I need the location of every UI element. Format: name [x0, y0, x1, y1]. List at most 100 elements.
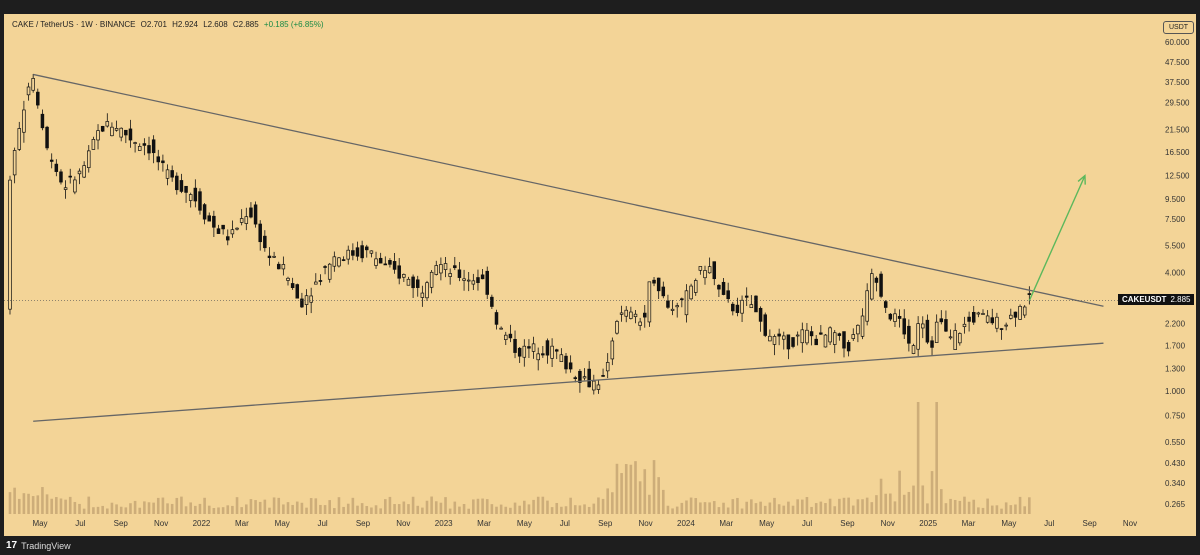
currency-badge[interactable]: USDT: [1163, 21, 1195, 34]
volume-bar: [365, 505, 369, 514]
candle-body: [893, 313, 897, 322]
tradingview-logo[interactable]: 17 TradingView: [6, 540, 71, 551]
volume-bar: [416, 505, 420, 514]
candle-body: [902, 318, 906, 335]
candle-body: [531, 343, 536, 352]
trendline[interactable]: [33, 73, 1104, 307]
price-label-ticker: CAKEUSDT: [1122, 295, 1167, 304]
volume-bar: [842, 497, 846, 514]
volume-bar: [870, 502, 874, 514]
candle-body: [842, 331, 846, 349]
volume-bar: [768, 502, 772, 514]
candle-body: [290, 283, 295, 288]
volume-bar: [342, 506, 345, 514]
volume-bar: [249, 499, 253, 514]
candle-body: [1027, 293, 1032, 295]
volume-bar: [662, 489, 665, 514]
candle-body: [883, 301, 888, 308]
candle-body: [1004, 324, 1008, 327]
candle-body: [434, 265, 439, 275]
candle-body: [981, 313, 985, 315]
volume-bar: [124, 507, 128, 514]
candle-body: [675, 305, 679, 308]
candle-body: [365, 246, 369, 251]
open-value: O2.701: [140, 20, 167, 29]
candle-body: [596, 384, 601, 390]
candle-body: [402, 274, 406, 278]
volume-bar: [805, 497, 809, 514]
candle-body: [508, 333, 513, 339]
volume-bar: [458, 506, 461, 514]
volume-bar: [346, 503, 350, 514]
candle-body: [374, 258, 378, 266]
candle-body: [545, 340, 550, 356]
price-label-value: 2.885: [1170, 295, 1191, 304]
volume-bar: [689, 497, 693, 514]
volume-bar: [777, 504, 781, 514]
candle-body: [494, 312, 499, 325]
candle-body: [717, 284, 721, 290]
volume-bar: [990, 505, 994, 514]
candle-body: [874, 277, 879, 283]
volume-bar: [8, 492, 12, 514]
x-tick-label: May: [517, 519, 532, 528]
volume-bar: [977, 507, 980, 514]
volume-bar: [254, 500, 257, 514]
volume-bar: [967, 501, 971, 514]
candle-body: [77, 170, 82, 175]
y-tick-label: 0.750: [1165, 411, 1186, 420]
volume-bar: [657, 477, 660, 514]
price-chart[interactable]: 60.000 47.500 37.500 29.500 21.500 16.500 12.5…: [4, 14, 1196, 536]
y-tick-label: 1.000: [1165, 387, 1186, 396]
volume-bar: [847, 497, 850, 514]
volume-bar: [180, 496, 183, 514]
volume-bar: [240, 507, 243, 514]
candle-body: [504, 334, 508, 340]
candle-body: [193, 187, 198, 202]
close-value: C2.885: [232, 20, 259, 29]
volume-bar: [1028, 497, 1031, 514]
y-tick-label: 5.500: [1165, 242, 1186, 251]
chart-canvas[interactable]: 60.000 47.500 37.500 29.500 21.500 16.500 12.5…: [4, 14, 1196, 536]
volume-bar: [611, 492, 614, 514]
candle-body: [967, 316, 971, 322]
candle-body: [351, 250, 355, 256]
volume-bar: [495, 506, 498, 514]
volume-bar: [940, 489, 943, 514]
trendline[interactable]: [33, 342, 1104, 422]
candle-body: [151, 139, 156, 154]
candle-body: [202, 204, 207, 220]
x-tick-label: Nov: [396, 519, 410, 528]
y-tick-label: 9.500: [1165, 195, 1186, 204]
candle-body: [897, 315, 902, 319]
volume-bar: [523, 500, 526, 514]
candle-body: [337, 257, 341, 267]
candle-body: [286, 277, 290, 281]
candle-body: [990, 317, 995, 324]
candle-body: [772, 336, 777, 345]
volume-bar: [31, 496, 35, 514]
volume-bar: [902, 494, 906, 514]
candle-body: [49, 159, 54, 162]
candle-body: [295, 284, 300, 299]
projection-arrow-line[interactable]: [1028, 175, 1086, 301]
volume-bar: [666, 505, 670, 514]
candle-body: [429, 271, 434, 288]
volume-bar: [175, 497, 179, 514]
candle-body: [680, 298, 684, 301]
candle-body: [36, 91, 40, 106]
candle-body: [944, 319, 948, 332]
x-tick-label: Jul: [317, 519, 327, 528]
candle-body: [513, 338, 517, 353]
volume-bar: [64, 499, 67, 514]
symbol-label[interactable]: CAKE / TetherUS · 1W · BINANCE: [12, 20, 136, 29]
candle-body: [179, 180, 184, 192]
volume-bar: [189, 502, 192, 514]
candle-body: [133, 142, 137, 144]
x-tick-label: Jul: [802, 519, 812, 528]
candle-body: [323, 266, 327, 268]
candle-body: [971, 311, 976, 323]
volume-bar: [814, 503, 818, 514]
candle-body: [763, 314, 767, 336]
volume-bar: [59, 498, 63, 514]
